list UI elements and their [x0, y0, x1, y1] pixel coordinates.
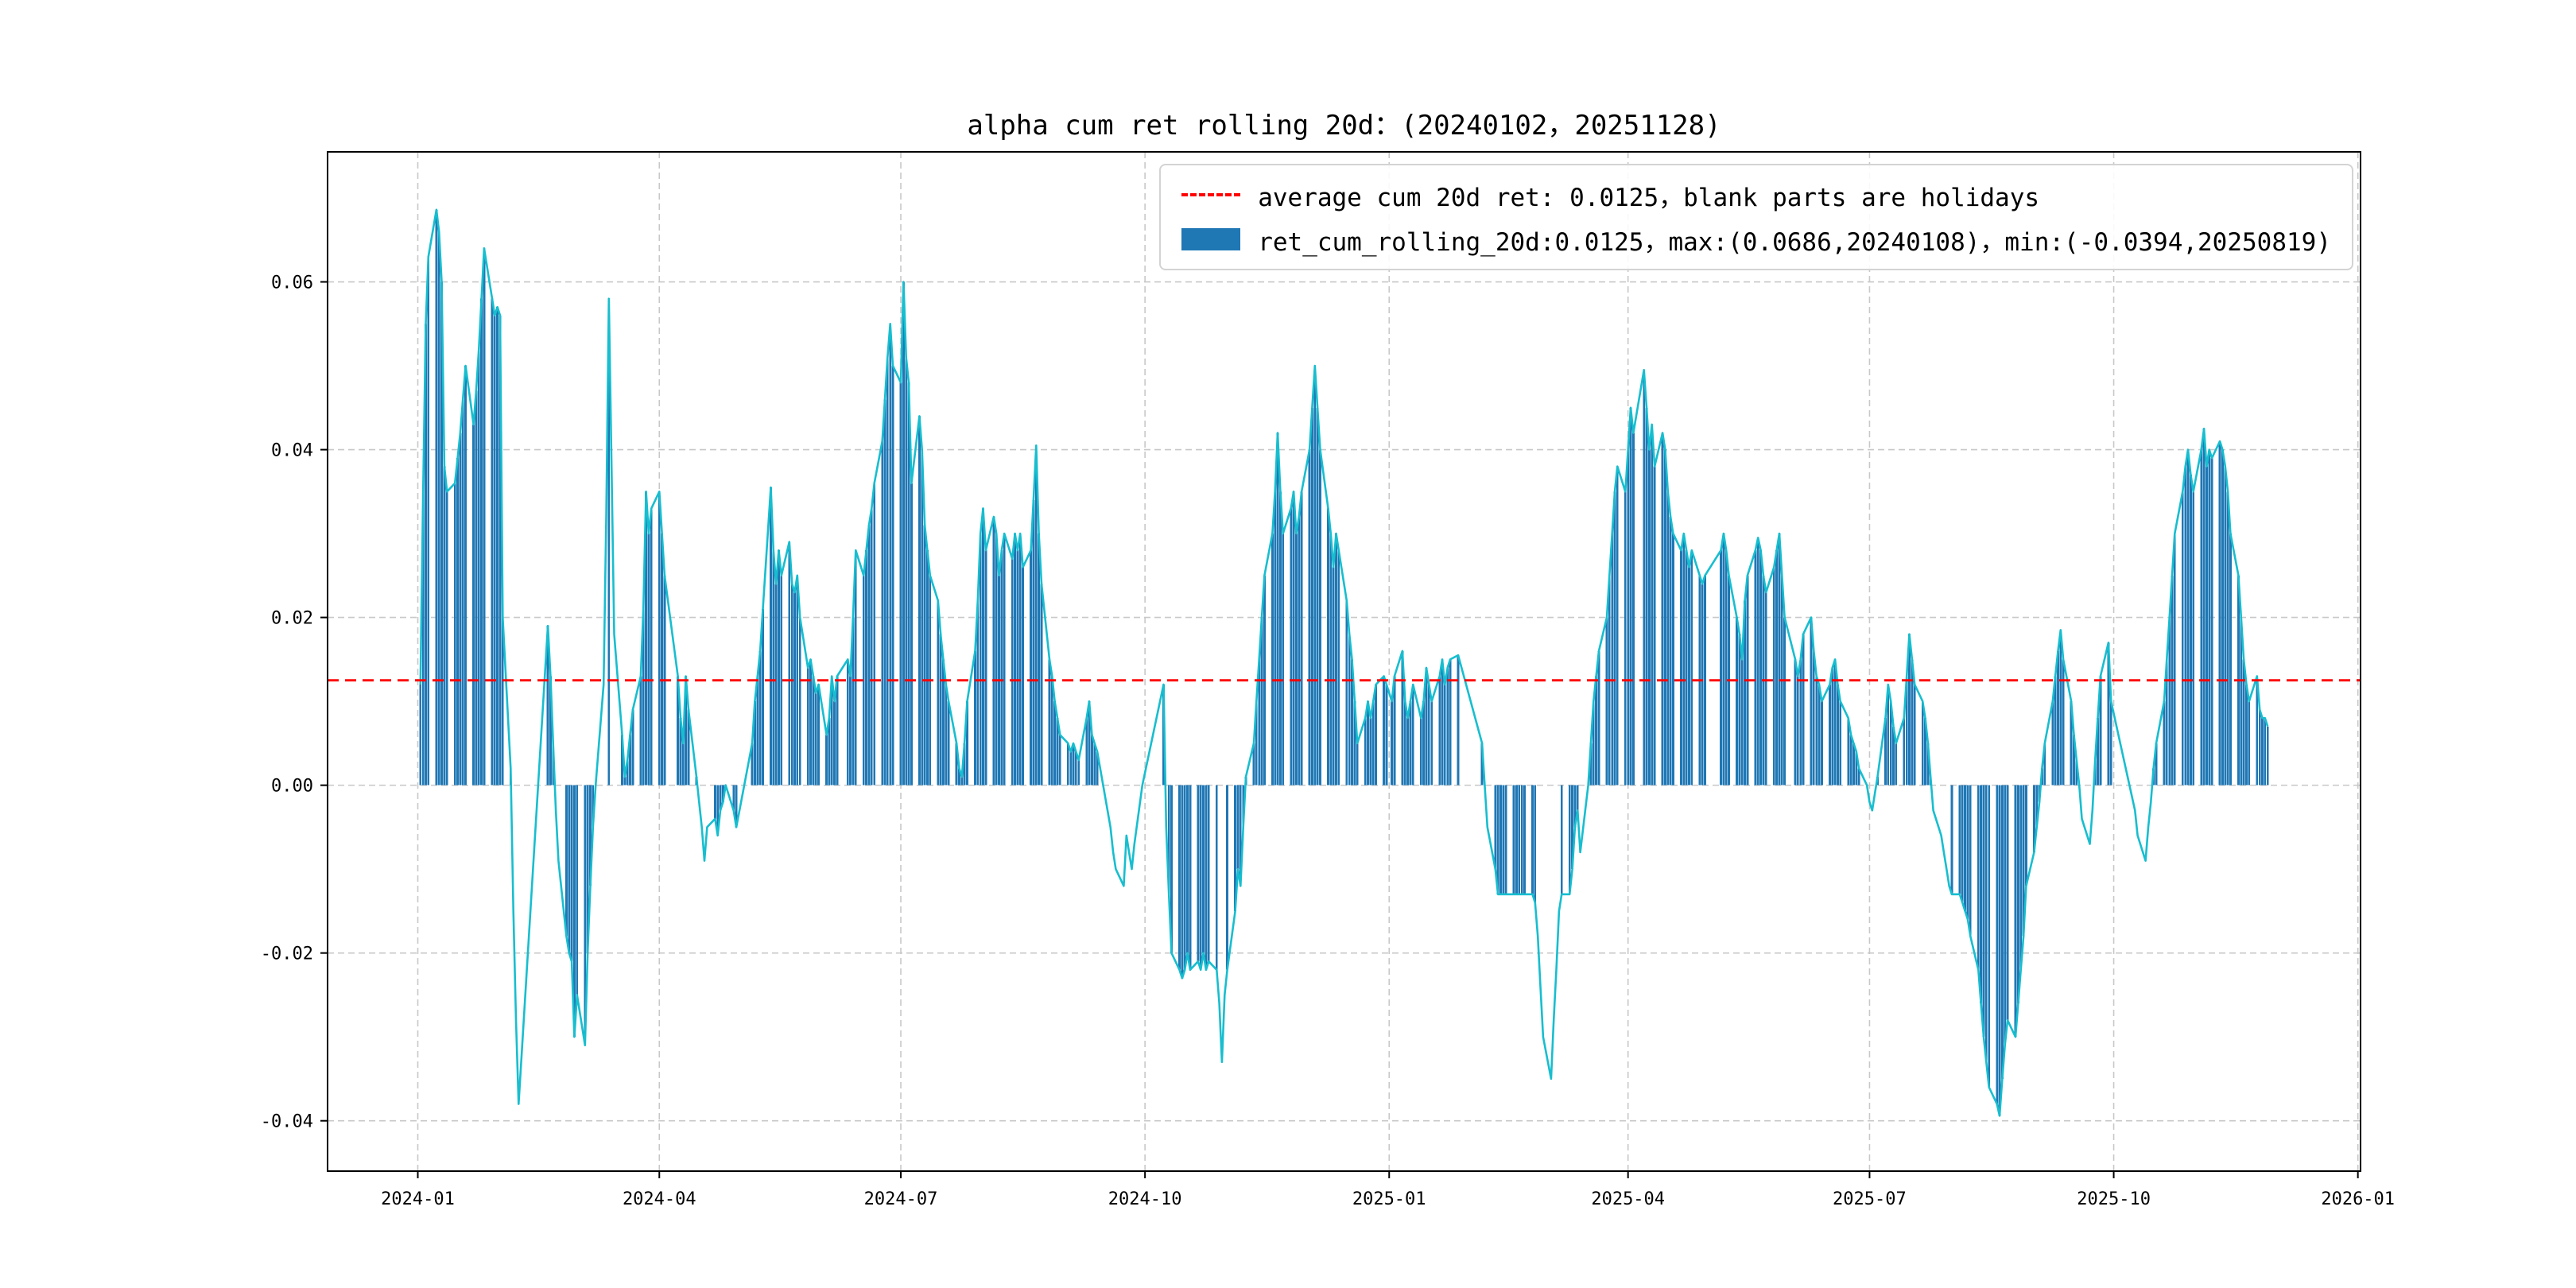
tick-marks: [320, 281, 2359, 1178]
legend-item-average: average cum 20d ret: 0.0125，blank parts …: [1181, 173, 2331, 216]
legend-label-series: ret_cum_rolling_20d:0.0125，max:(0.0686,2…: [1258, 227, 2331, 257]
svg-text:0.02: 0.02: [271, 609, 313, 629]
bar-series: [419, 209, 2269, 1116]
svg-text:2024-07: 2024-07: [864, 1189, 938, 1209]
svg-text:2025-01: 2025-01: [1352, 1189, 1426, 1209]
svg-text:0.04: 0.04: [271, 441, 313, 461]
svg-text:-0.04: -0.04: [261, 1112, 313, 1132]
cum-ret-line: [419, 208, 2269, 1117]
bar-series-swatch-icon: [1181, 228, 1241, 250]
svg-text:2025-10: 2025-10: [2077, 1189, 2151, 1209]
svg-text:2026-01: 2026-01: [2321, 1189, 2395, 1209]
y-tick-labels: -0.04 -0.02 0.00 0.02 0.04 0.06: [261, 274, 313, 1132]
chart-title: alpha cum ret rolling 20d：(20240102，2025…: [967, 110, 1721, 142]
svg-text:2025-04: 2025-04: [1591, 1189, 1665, 1209]
plot-border: [327, 151, 2361, 1172]
legend-item-series: ret_cum_rolling_20d:0.0125，max:(0.0686,2…: [1181, 218, 2331, 261]
average-dashed-line-icon: [1181, 193, 1241, 196]
svg-text:0.00: 0.00: [271, 777, 313, 797]
legend-label-average: average cum 20d ret: 0.0125，blank parts …: [1258, 183, 2040, 212]
svg-text:0.06: 0.06: [271, 274, 313, 293]
gridlines: [328, 152, 2361, 1171]
svg-text:2025-07: 2025-07: [1833, 1189, 1907, 1209]
svg-text:2024-10: 2024-10: [1108, 1189, 1182, 1209]
svg-text:-0.02: -0.02: [261, 945, 313, 964]
svg-text:2024-01: 2024-01: [381, 1189, 455, 1209]
svg-text:2024-04: 2024-04: [623, 1189, 696, 1209]
x-tick-labels: 2024-01 2024-04 2024-07 2024-10 2025-01 2025-…: [381, 1189, 2395, 1209]
legend: average cum 20d ret: 0.0125，blank parts …: [1159, 164, 2353, 270]
